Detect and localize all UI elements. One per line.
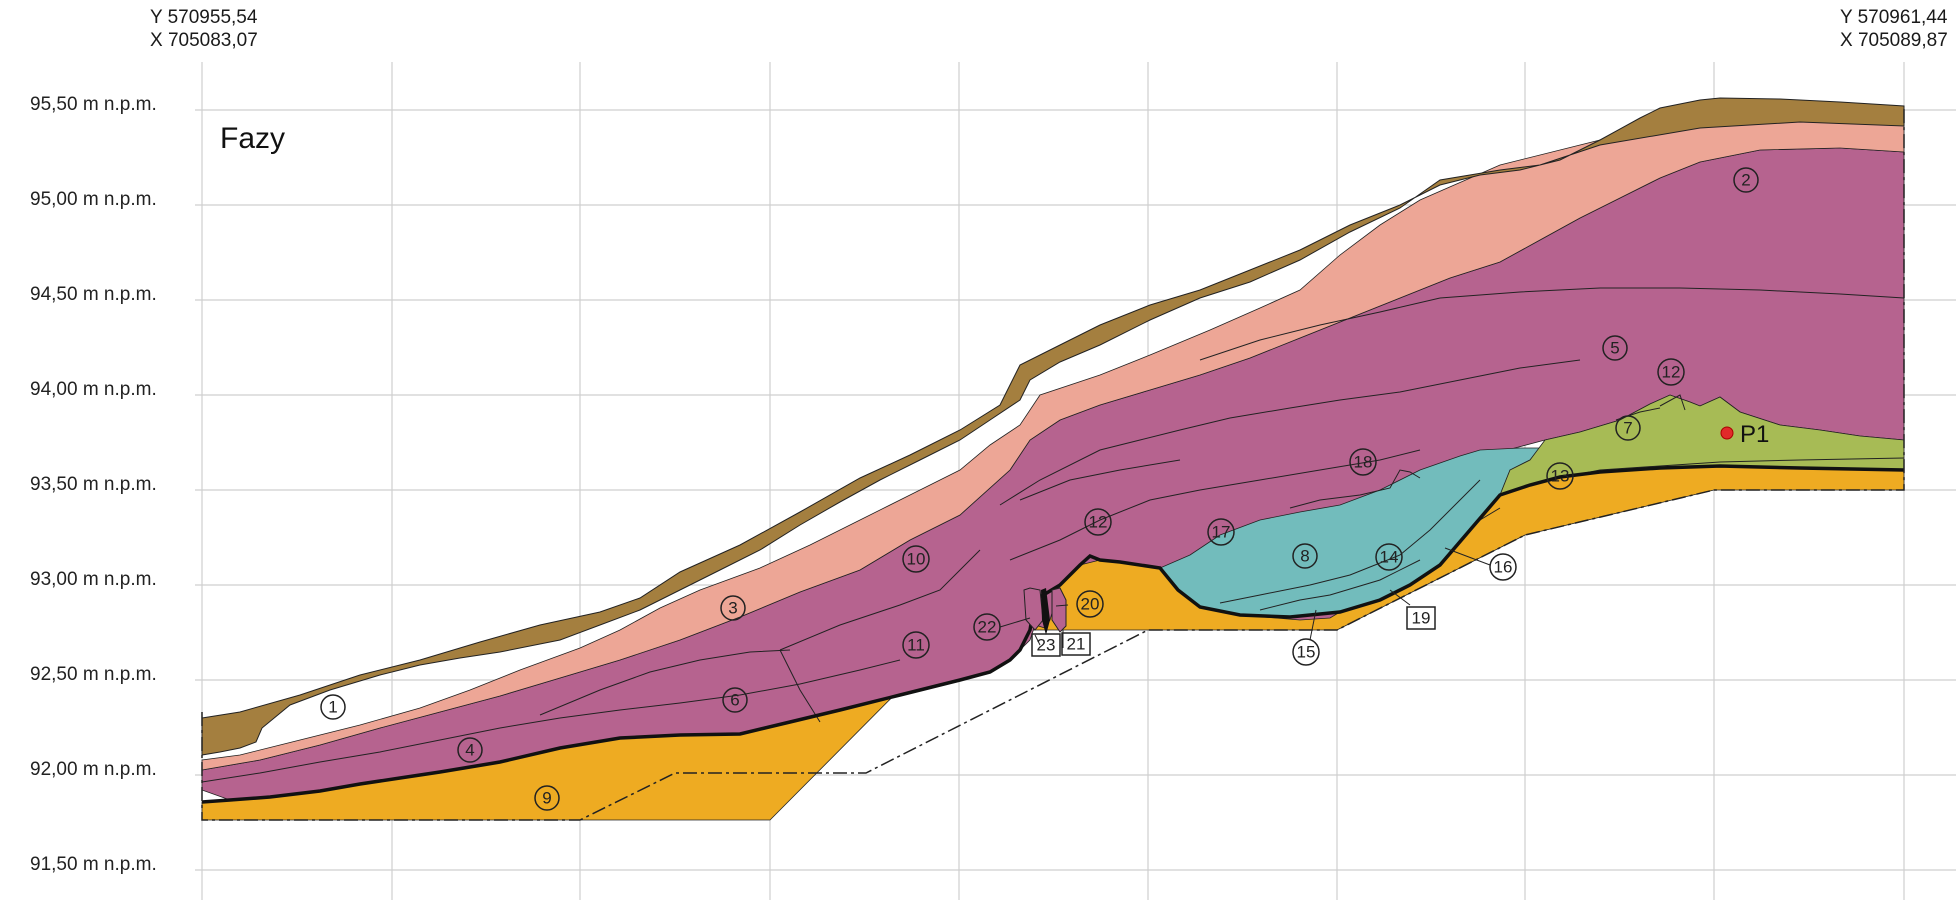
layer-labels: 1 2 3 4 5 6 7 8 9 10 11 12 12 13 14 15 1… — [320, 167, 1759, 811]
label-7: 7 — [1623, 419, 1632, 438]
elevation-label: 93,00 m n.p.m. — [30, 569, 157, 590]
label-20: 20 — [1081, 595, 1100, 614]
label-ring — [457, 737, 483, 763]
label-23: 23 — [1037, 636, 1056, 655]
label-14: 14 — [1380, 548, 1399, 567]
elevation-labels: 95,50 m n.p.m. 95,00 m n.p.m. 94,50 m n.… — [30, 94, 157, 875]
coordinate-x-left: X 705083,07 — [150, 30, 258, 51]
label-box — [1031, 633, 1061, 657]
label-ring — [902, 631, 930, 659]
label-6: 6 — [730, 691, 739, 710]
label-15: 15 — [1297, 643, 1316, 662]
label-ring — [1349, 448, 1377, 476]
label-13: 13 — [1551, 467, 1570, 486]
coordinate-x-right: X 705089,87 — [1840, 30, 1948, 51]
elevation-label: 93,50 m n.p.m. — [30, 474, 157, 495]
coordinate-y-right: Y 570961,44 — [1840, 7, 1948, 28]
label-21: 21 — [1067, 635, 1086, 654]
elevation-label: 91,50 m n.p.m. — [30, 854, 157, 875]
label-ring — [1292, 638, 1320, 666]
label-22: 22 — [978, 618, 997, 637]
drawing-title: Fazy — [220, 122, 285, 155]
label-ring — [1615, 415, 1641, 441]
label-2: 2 — [1741, 171, 1750, 190]
label-8: 8 — [1300, 547, 1309, 566]
section-outline — [201, 106, 1905, 821]
coordinates-right: Y 570961,44 X 705089,87 — [1840, 6, 1948, 52]
label-ring — [1733, 167, 1759, 193]
label-18: 18 — [1354, 453, 1373, 472]
feature-20 — [1051, 587, 1067, 633]
layer-1 — [201, 97, 1905, 756]
elevation-label: 92,50 m n.p.m. — [30, 664, 157, 685]
label-ring — [1375, 543, 1403, 571]
label-12-upper: 12 — [1662, 363, 1681, 382]
point-marker — [1720, 426, 1734, 440]
label-9: 9 — [542, 789, 551, 808]
layers — [201, 97, 1905, 821]
label-ring — [1602, 335, 1628, 361]
label-ring — [1084, 508, 1112, 536]
label-11: 11 — [907, 636, 925, 655]
elevation-label: 95,00 m n.p.m. — [30, 189, 157, 210]
label-ring — [722, 687, 748, 713]
label-ring — [973, 613, 1001, 641]
label-ring — [1292, 543, 1318, 569]
coordinates-left: Y 570955,54 X 705083,07 — [150, 6, 258, 52]
point-label: P1 — [1740, 421, 1769, 448]
label-12: 12 — [1089, 513, 1108, 532]
elevation-label: 94,00 m n.p.m. — [30, 379, 157, 400]
label-19: 19 — [1412, 609, 1431, 628]
label-17: 17 — [1212, 523, 1231, 542]
label-5: 5 — [1610, 339, 1619, 358]
label-ring — [1076, 590, 1104, 618]
label-ring — [1546, 462, 1574, 490]
label-1: 1 — [328, 698, 337, 717]
label-3: 3 — [728, 599, 737, 618]
coordinate-y-left: Y 570955,54 — [150, 7, 258, 28]
feature-23 — [1041, 588, 1050, 635]
label-ring — [902, 545, 930, 573]
basal-boundary-line — [201, 464, 1905, 804]
label-ring — [1207, 518, 1235, 546]
label-ring — [1489, 553, 1517, 581]
label-10: 10 — [907, 550, 926, 569]
label-ring — [534, 785, 560, 811]
label-box — [1406, 606, 1436, 630]
label-ring — [320, 694, 346, 720]
elevation-label: 92,00 m n.p.m. — [30, 759, 157, 780]
leader-lines — [999, 547, 1491, 648]
label-ring — [1657, 358, 1685, 386]
label-16: 16 — [1494, 558, 1513, 577]
label-ring — [720, 595, 746, 621]
label-4: 4 — [465, 741, 474, 760]
elevation-label: 94,50 m n.p.m. — [30, 284, 157, 305]
elevation-label: 95,50 m n.p.m. — [30, 94, 157, 115]
layer-3 — [201, 117, 1905, 771]
label-box — [1061, 632, 1091, 656]
